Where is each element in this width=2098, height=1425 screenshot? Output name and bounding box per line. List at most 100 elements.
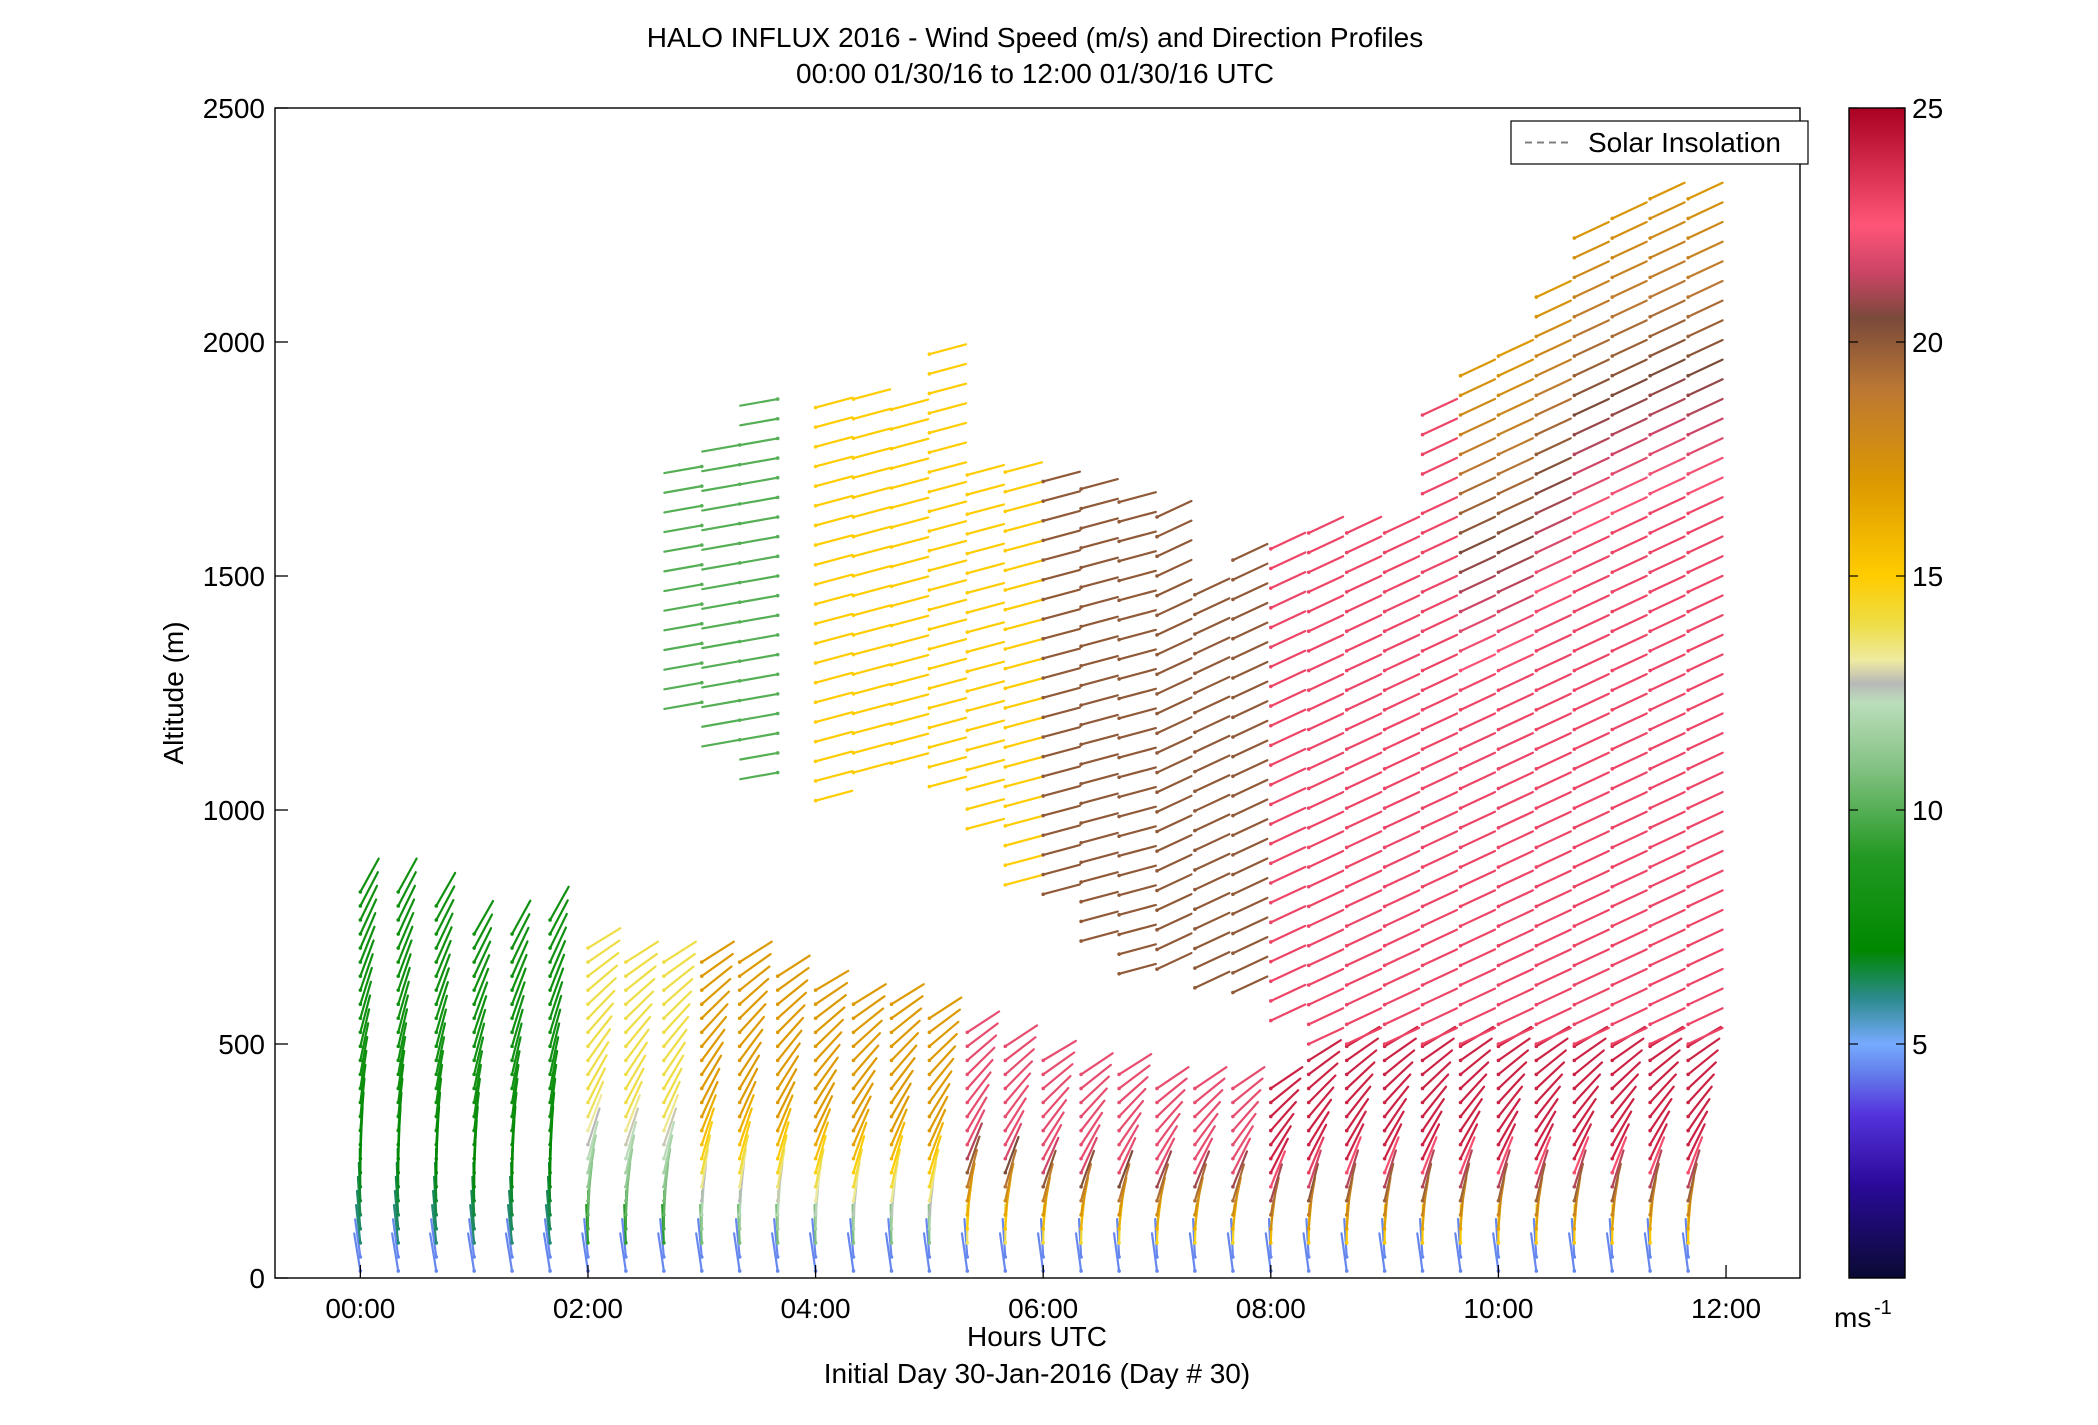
wind-barb-head <box>586 1016 590 1021</box>
wind-barb <box>1459 712 1497 731</box>
wind-barb-head <box>1534 1156 1539 1161</box>
wind-barb <box>1117 825 1157 838</box>
wind-barb <box>852 663 892 676</box>
wind-barb-head <box>1231 931 1235 936</box>
wind-barb <box>1042 627 1081 640</box>
wind-barb <box>1421 653 1459 672</box>
wind-barb <box>1079 930 1119 943</box>
wind-barb <box>966 1083 990 1118</box>
wind-barb-head <box>889 1058 894 1063</box>
wind-barb-head <box>1610 924 1615 928</box>
wind-barb <box>397 884 417 922</box>
wind-barb-head <box>1458 963 1463 968</box>
wind-barb <box>1042 588 1081 601</box>
wind-barb-head <box>1648 491 1652 496</box>
wind-barb <box>510 953 528 992</box>
wind-barb <box>966 758 1006 771</box>
wind-barb-head <box>1648 1114 1652 1119</box>
wind-barb-head <box>1610 216 1615 221</box>
wind-barb <box>1193 675 1231 695</box>
wind-barb-head <box>851 731 856 736</box>
wind-barb <box>1231 680 1269 699</box>
wind-barb-head <box>813 759 818 764</box>
wind-barb <box>1079 1111 1104 1146</box>
wind-barb <box>1611 515 1648 535</box>
wind-barb-head <box>1193 671 1197 676</box>
wind-barb-head <box>965 512 970 517</box>
wind-barb-head <box>586 1198 590 1203</box>
wind-barb <box>586 1002 615 1034</box>
wind-barb-head <box>1003 1198 1008 1203</box>
wind-barb-head <box>624 1142 628 1147</box>
wind-barb-head <box>396 1030 401 1035</box>
wind-barb-head <box>1572 334 1577 339</box>
wind-barb-head <box>1117 1114 1121 1119</box>
wind-barb <box>1573 1149 1587 1188</box>
wind-barb-head <box>472 1184 476 1189</box>
wind-barb-head <box>1496 491 1501 496</box>
wind-barb-head <box>1610 550 1615 555</box>
wind-barb <box>1117 923 1157 936</box>
wind-barb <box>359 1008 371 1048</box>
wind-barb <box>1573 535 1610 554</box>
wind-barb-head <box>1155 1100 1159 1105</box>
wind-barb-head <box>889 466 894 471</box>
wind-barb-head <box>1382 1156 1387 1161</box>
wind-barb-head <box>396 946 401 950</box>
wind-barb <box>1573 751 1610 770</box>
wind-barb-head <box>1496 963 1501 968</box>
wind-barb-head <box>1155 790 1159 795</box>
wind-barb-head <box>1420 1241 1425 1245</box>
wind-barb-head <box>358 946 363 950</box>
wind-barb <box>1687 594 1724 613</box>
wind-barb <box>1535 614 1572 633</box>
wind-barb-head <box>1496 373 1501 378</box>
wind-barb-head <box>1306 1100 1311 1105</box>
wind-barb-head <box>1231 971 1235 975</box>
wind-barb-head <box>472 1100 476 1105</box>
wind-barb-head <box>1155 1269 1159 1273</box>
wind-barb <box>1269 1176 1280 1216</box>
wind-barb-head <box>927 588 932 592</box>
wind-barb-head <box>1686 1072 1690 1077</box>
wind-barb <box>814 652 854 665</box>
wind-barb <box>1459 1162 1471 1202</box>
wind-barb <box>700 1120 714 1160</box>
wind-barb-head <box>396 1128 401 1133</box>
wind-barb <box>1497 673 1534 692</box>
wind-barb-head <box>889 1030 894 1035</box>
wind-barb <box>1459 378 1497 397</box>
wind-barb <box>1004 579 1044 592</box>
wind-barb-head <box>699 1002 704 1007</box>
wind-barb-head <box>1610 845 1615 850</box>
wind-barb <box>435 980 449 1020</box>
wind-barb-head <box>1648 1227 1652 1231</box>
wind-barb <box>739 437 779 447</box>
wind-barb-head <box>1534 963 1539 968</box>
wind-barb-head <box>699 1016 704 1021</box>
wind-barb-head <box>548 1156 552 1161</box>
wind-barb-head <box>737 1058 742 1063</box>
wind-barb-head <box>1041 597 1045 602</box>
wind-barb-head <box>1420 688 1425 692</box>
wind-barb <box>391 1232 400 1273</box>
wind-barb <box>1079 733 1119 746</box>
wind-barb <box>1573 515 1610 535</box>
wind-barb-head <box>1534 1042 1539 1046</box>
wind-barb-head <box>737 1213 742 1217</box>
wind-barb-head <box>1231 1241 1235 1245</box>
wind-barb <box>1573 417 1610 436</box>
wind-barb <box>700 1094 717 1132</box>
wind-barb-head <box>1648 472 1652 476</box>
wind-barb <box>1269 905 1307 924</box>
wind-barb-head <box>662 1184 666 1189</box>
wind-barb <box>1421 751 1459 770</box>
wind-barb-head <box>1269 606 1273 610</box>
wind-barb <box>928 996 963 1020</box>
wind-barb <box>1421 1110 1443 1146</box>
wind-barb <box>1155 892 1193 912</box>
wind-barb <box>391 1218 400 1259</box>
wind-barb <box>928 441 968 454</box>
wind-barb <box>1042 1136 1060 1174</box>
wind-barb <box>1383 732 1421 751</box>
